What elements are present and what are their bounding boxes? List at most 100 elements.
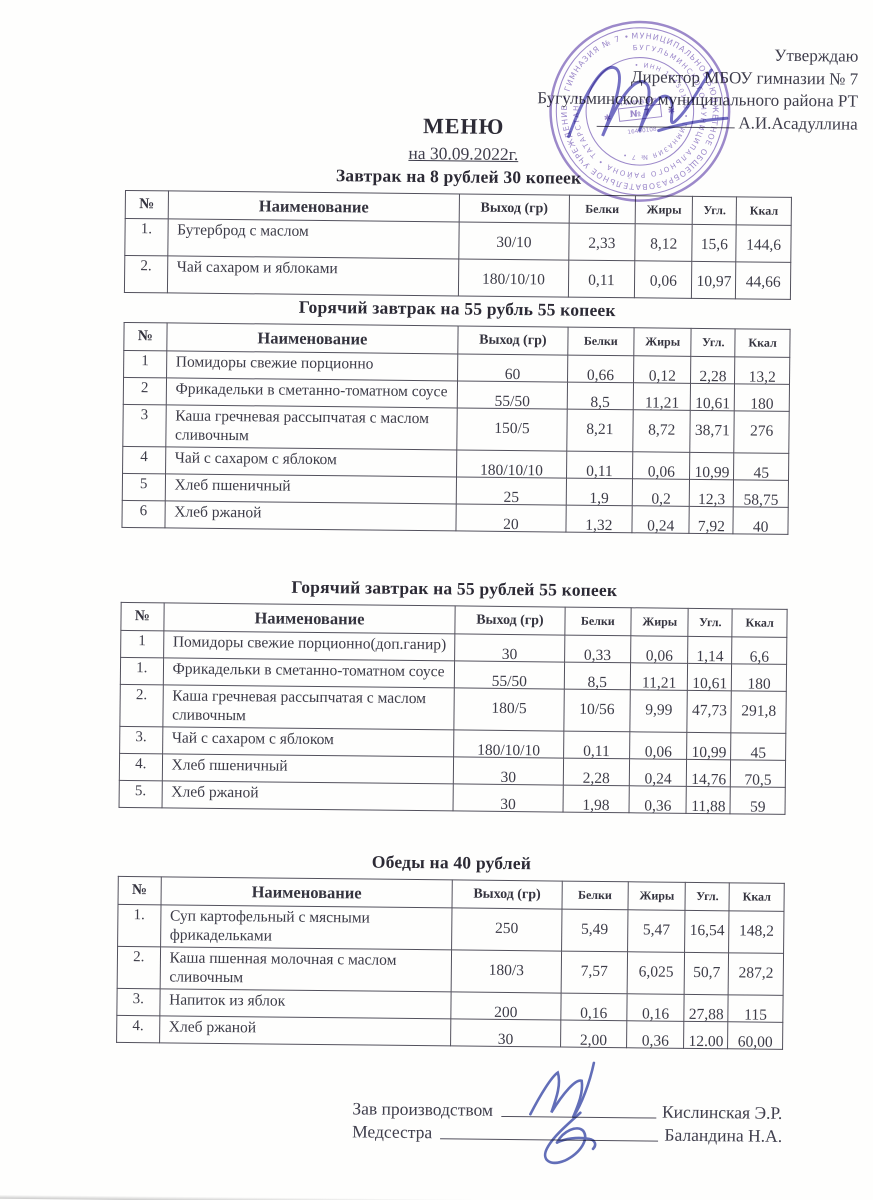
kcal-value: 45 (750, 744, 767, 762)
carb-cell: 38,71 (690, 410, 735, 453)
section-title: Обеды на 40 рублей (371, 851, 532, 874)
column-header-0: № (118, 876, 161, 905)
protein-value: 2,00 (579, 1031, 608, 1050)
carb-value: 10,99 (694, 463, 730, 482)
protein-value: 0,66 (586, 366, 615, 385)
out-value: 55/50 (491, 672, 528, 691)
fat-cell: 9,99 (629, 689, 688, 733)
out-cell: 60 (457, 353, 568, 383)
fat-value: 0,06 (649, 272, 677, 290)
footer-person-name: Баландина Н.А. (664, 1124, 783, 1146)
row-number-cell: 1. (120, 657, 164, 685)
protein-cell: 8,5 (563, 662, 631, 691)
carb-cell: 15,6 (692, 224, 737, 262)
carb-cell: 11,88 (686, 786, 731, 815)
out-value: 200 (494, 1003, 518, 1022)
protein-cell: 0,11 (567, 260, 635, 298)
fat-cell: 8,12 (634, 223, 693, 262)
kcal-value: 148,2 (738, 922, 774, 940)
kcal-value: 180 (750, 395, 774, 413)
kcal-value: 45 (753, 464, 770, 482)
protein-cell: 7,57 (560, 951, 628, 994)
fat-cell: 0,06 (632, 451, 691, 481)
kcal-cell: 115 (728, 994, 784, 1024)
protein-value: 0,11 (583, 742, 610, 761)
fat-value: 6,025 (638, 963, 674, 981)
protein-cell: 10/56 (563, 689, 631, 732)
out-cell: 30 (453, 756, 564, 786)
column-header-6: Ккал (732, 608, 788, 638)
menu-table-breakfast: № Наименование Выход (гр) Белки Жиры Угл. Ккал… (124, 190, 792, 300)
row-number-cell: 5 (122, 473, 166, 501)
row-number-cell: 2. (124, 255, 168, 293)
section-title: Горячий завтрак на 55 рубль 55 копеек (298, 296, 616, 321)
kcal-value: 291,8 (741, 702, 777, 720)
column-header-0: № (120, 602, 164, 631)
dish-name-cell: Фрикадельки в сметанно-томатном соусе (162, 657, 455, 688)
protein-cell: 0,66 (567, 355, 634, 385)
kcal-value: 13,2 (748, 368, 776, 386)
kcal-cell: 180 (731, 663, 787, 693)
footer-role-label: Зав производством (352, 1098, 494, 1120)
protein-cell: 2,28 (562, 758, 630, 788)
row-number-cell: 2 (123, 377, 167, 405)
kcal-cell: 70,5 (730, 759, 786, 789)
out-cell: 200 (451, 991, 561, 1022)
dish-name-cell: Помидоры свежие порционно (166, 350, 459, 381)
carb-value: 10,61 (695, 394, 731, 413)
fat-value: 0,06 (647, 463, 675, 481)
svg-text:16450108: 16450108 (627, 127, 657, 136)
out-cell: 180/5 (454, 687, 564, 732)
dish-name-cell: Бутерброд с маслом (167, 218, 460, 259)
row-number-cell: 2. (119, 684, 163, 727)
fat-value: 0,36 (641, 1032, 670, 1050)
protein-cell: 2,33 (568, 223, 636, 261)
out-value: 180/10/10 (479, 461, 544, 480)
carb-value: 16,54 (689, 921, 725, 940)
out-cell: 20 (456, 503, 566, 533)
column-header-4: Жиры (631, 607, 689, 637)
kcal-value: 6,6 (749, 648, 770, 666)
dish-name-cell: Хлеб ржаной (164, 500, 457, 531)
fat-value: 0,24 (644, 770, 672, 788)
page-title: МЕНЮ (422, 113, 505, 139)
protein-value: 7,57 (580, 962, 608, 981)
kcal-cell: 13,2 (734, 356, 790, 386)
carb-value: 14,76 (691, 770, 727, 789)
carb-cell: 10,97 (691, 261, 737, 299)
fat-cell: 0,24 (632, 505, 690, 535)
fat-value: 0,24 (647, 517, 675, 535)
carb-cell: 12,3 (689, 479, 734, 508)
carb-value: 50,7 (693, 963, 721, 982)
column-header-1: Наименование (167, 190, 460, 222)
kcal-value: 58,75 (743, 491, 779, 509)
carb-cell: 10,99 (686, 732, 732, 761)
protein-cell: 1,98 (562, 785, 630, 814)
kcal-value: 70,5 (744, 771, 772, 789)
fat-cell: 0,2 (632, 478, 690, 508)
protein-value: 8,5 (590, 393, 610, 412)
carb-cell: 10,61 (687, 663, 732, 692)
column-header-3: Белки (564, 607, 632, 636)
protein-cell: 1,32 (565, 505, 633, 534)
kcal-cell: 58,75 (733, 479, 789, 509)
protein-value: 2,28 (582, 769, 610, 788)
protein-cell: 0,11 (566, 451, 633, 481)
protein-value: 5,49 (580, 920, 609, 939)
fat-value: 0,2 (651, 490, 671, 508)
out-value: 180/5 (491, 699, 527, 718)
kcal-cell: 60,00 (727, 1021, 783, 1051)
director-signature-handwriting (567, 66, 729, 139)
carb-cell: 2,28 (690, 356, 736, 385)
protein-cell: 0,33 (564, 635, 632, 664)
out-value: 180/10/10 (481, 270, 546, 289)
kcal-cell: 276 (734, 410, 790, 454)
protein-value: 0,11 (586, 462, 613, 481)
column-header-3: Белки (567, 327, 635, 356)
carb-cell: 16,54 (684, 910, 730, 953)
column-header-6: Ккал (729, 882, 785, 912)
carb-cell: 50,7 (684, 952, 729, 995)
fat-cell: 0,06 (629, 731, 688, 761)
menu-table-lunch: № Наименование Выход (гр) Белки Жиры Угл. Ккал… (116, 876, 785, 1051)
fat-value: 9,99 (645, 701, 673, 719)
